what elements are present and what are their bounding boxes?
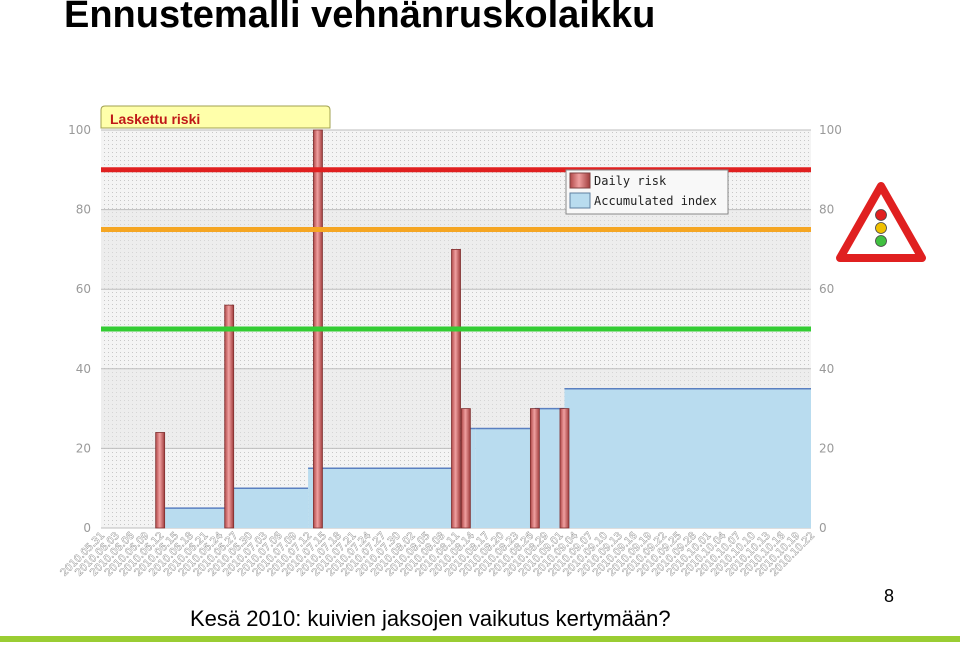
chart-title-tab: Laskettu riski bbox=[100, 105, 331, 129]
chart-legend: Daily risk Accumulated index bbox=[565, 169, 729, 215]
y-tick-label-right: 60 bbox=[819, 282, 834, 296]
daily-risk-bar bbox=[224, 304, 235, 529]
slide-caption: Kesä 2010: kuivien jaksojen vaikutus ker… bbox=[190, 606, 671, 631]
chart-title: Laskettu riski bbox=[110, 111, 200, 127]
y-tick-label-right: 0 bbox=[819, 521, 827, 535]
y-tick-label-right: 40 bbox=[819, 362, 834, 376]
traffic-light-warning-icon bbox=[836, 182, 926, 262]
y-tick-label-left: 40 bbox=[76, 362, 91, 376]
daily-risk-bar bbox=[529, 408, 540, 529]
slide-title: Ennustemalli vehnänruskolaikku bbox=[64, 0, 656, 36]
legend-swatch-daily-risk bbox=[569, 172, 591, 189]
y-tick-label-left: 20 bbox=[76, 441, 91, 455]
daily-risk-bar bbox=[559, 408, 570, 529]
y-tick-label-right: 20 bbox=[819, 441, 834, 455]
footer-bar bbox=[0, 636, 960, 642]
legend-label-accumulated-index: Accumulated index bbox=[594, 194, 717, 208]
legend-swatch-accumulated-index bbox=[569, 192, 591, 209]
daily-risk-bar bbox=[460, 408, 471, 529]
daily-risk-bar bbox=[451, 248, 461, 529]
accumulated-index-segment bbox=[564, 388, 811, 528]
accumulated-index-segment bbox=[229, 488, 309, 528]
y-tick-label-left: 60 bbox=[76, 282, 91, 296]
accumulated-index-segment bbox=[475, 428, 535, 528]
y-tick-label-left: 80 bbox=[76, 203, 91, 217]
y-tick-label-right: 100 bbox=[819, 123, 842, 137]
y-tick-label-left: 100 bbox=[68, 123, 91, 137]
page-number: 8 bbox=[884, 586, 895, 606]
daily-risk-bar bbox=[155, 432, 166, 529]
legend-label-daily-risk: Daily risk bbox=[594, 174, 667, 188]
accumulated-index-segment bbox=[534, 408, 565, 528]
accumulated-index-segment bbox=[308, 468, 456, 528]
y-tick-label-left: 0 bbox=[83, 521, 91, 535]
y-tick-label-right: 80 bbox=[819, 203, 834, 217]
accumulated-index-segment bbox=[165, 508, 230, 528]
